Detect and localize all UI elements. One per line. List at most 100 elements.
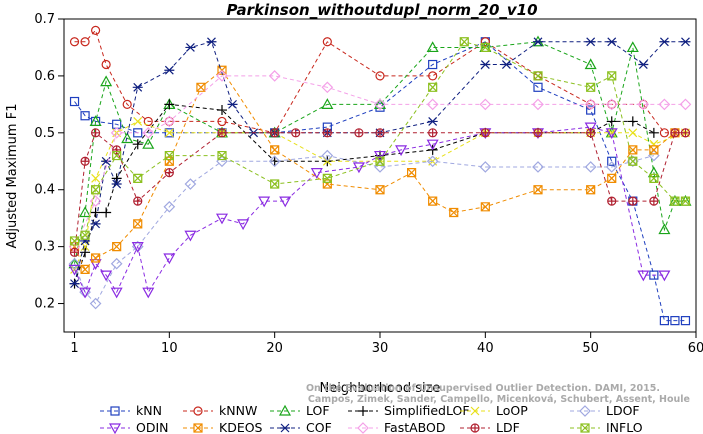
x-axis-label: Neighborhood size: [320, 381, 441, 396]
legend-label: LDOF: [606, 403, 640, 418]
data-point: [268, 70, 281, 82]
data-point: [217, 116, 227, 127]
data-point: [658, 98, 671, 111]
x-tick-label: 60: [688, 341, 703, 356]
legend-label: SimplifiedLOF: [384, 403, 470, 418]
data-point: [279, 196, 292, 208]
data-point: [584, 58, 597, 70]
plot-area: [68, 25, 692, 326]
data-point: [480, 42, 490, 53]
legend-marker: [357, 422, 369, 434]
x-tick-label: 10: [161, 341, 178, 356]
data-point: [648, 127, 659, 138]
legend-marker: [193, 406, 203, 416]
data-point: [164, 150, 174, 161]
data-point: [101, 156, 112, 166]
data-point: [501, 60, 512, 69]
data-point: [428, 59, 438, 70]
data-point: [112, 242, 122, 252]
data-point: [427, 117, 438, 126]
series-fastabod: [68, 70, 692, 253]
data-point: [375, 71, 385, 81]
data-point: [217, 150, 227, 161]
data-point: [89, 259, 102, 270]
data-point: [132, 82, 143, 92]
legend-item: LDOF: [570, 403, 640, 418]
plot-frame: [63, 18, 697, 333]
data-point: [216, 70, 228, 82]
legend-label: FastABOD: [384, 420, 446, 434]
series-ldof: [68, 149, 660, 310]
data-point: [163, 200, 176, 213]
data-point: [80, 156, 90, 166]
data-point: [69, 247, 80, 257]
data-point: [449, 207, 459, 218]
legend-marker: [110, 406, 120, 416]
data-point: [428, 82, 438, 92]
legend-label: KDEOS: [219, 420, 263, 434]
y-tick-label: 0.7: [34, 12, 55, 27]
legend-item: INFLO: [570, 420, 643, 434]
legend-label: kNNW: [219, 403, 257, 418]
data-point: [479, 161, 492, 173]
data-point: [184, 178, 197, 190]
data-point: [680, 128, 691, 138]
data-point: [585, 37, 596, 47]
data-point: [321, 81, 334, 94]
data-point: [91, 173, 101, 183]
data-point: [133, 173, 143, 183]
data-point: [91, 185, 101, 195]
data-point: [607, 71, 617, 81]
series-inflo: [69, 37, 691, 246]
y-tick-label: 0.6: [34, 69, 55, 84]
data-point: [80, 37, 90, 47]
data-point: [100, 75, 113, 87]
data-point: [89, 115, 102, 127]
data-point: [659, 128, 670, 138]
data-point: [638, 60, 649, 69]
credit-line-2: On the Evaluation of Unsupervised Outlie…: [306, 383, 660, 394]
legend-marker: [470, 423, 480, 433]
data-point: [80, 111, 90, 121]
data-point: [649, 173, 659, 183]
legend-item: COF: [270, 420, 332, 434]
data-point: [164, 116, 174, 127]
data-point: [649, 270, 659, 280]
data-point: [68, 257, 81, 269]
data-point: [310, 168, 323, 179]
data-point: [258, 196, 271, 208]
legend-item: FastABOD: [348, 420, 446, 434]
data-point: [206, 37, 217, 47]
data-point: [533, 128, 543, 138]
legend-marker: [193, 423, 203, 433]
data-point: [185, 43, 196, 52]
credit-line-1: Campos, Zimek, Sander, Campello, Micenko…: [308, 394, 690, 405]
data-point: [69, 279, 80, 289]
legend-marker: [280, 423, 290, 433]
data-point: [649, 145, 659, 155]
series-line: [74, 75, 686, 247]
data-point: [101, 59, 111, 70]
data-point: [628, 196, 638, 206]
data-point: [90, 25, 101, 35]
data-point: [322, 128, 332, 138]
data-point: [80, 264, 90, 274]
legend-item: SimplifiedLOF: [348, 403, 470, 418]
series-knnw: [69, 25, 691, 138]
legend-item: LDF: [460, 420, 520, 434]
data-point: [670, 316, 680, 326]
data-point: [637, 270, 650, 282]
data-point: [133, 128, 143, 138]
data-point: [375, 185, 385, 195]
data-point: [164, 168, 174, 178]
x-tick-label: 1: [70, 341, 78, 356]
data-point: [479, 98, 492, 111]
data-point: [480, 128, 490, 138]
data-point: [658, 223, 671, 235]
data-point: [459, 37, 469, 47]
data-point: [373, 150, 387, 162]
data-point: [627, 116, 638, 127]
data-point: [111, 179, 122, 189]
data-point: [110, 257, 123, 270]
